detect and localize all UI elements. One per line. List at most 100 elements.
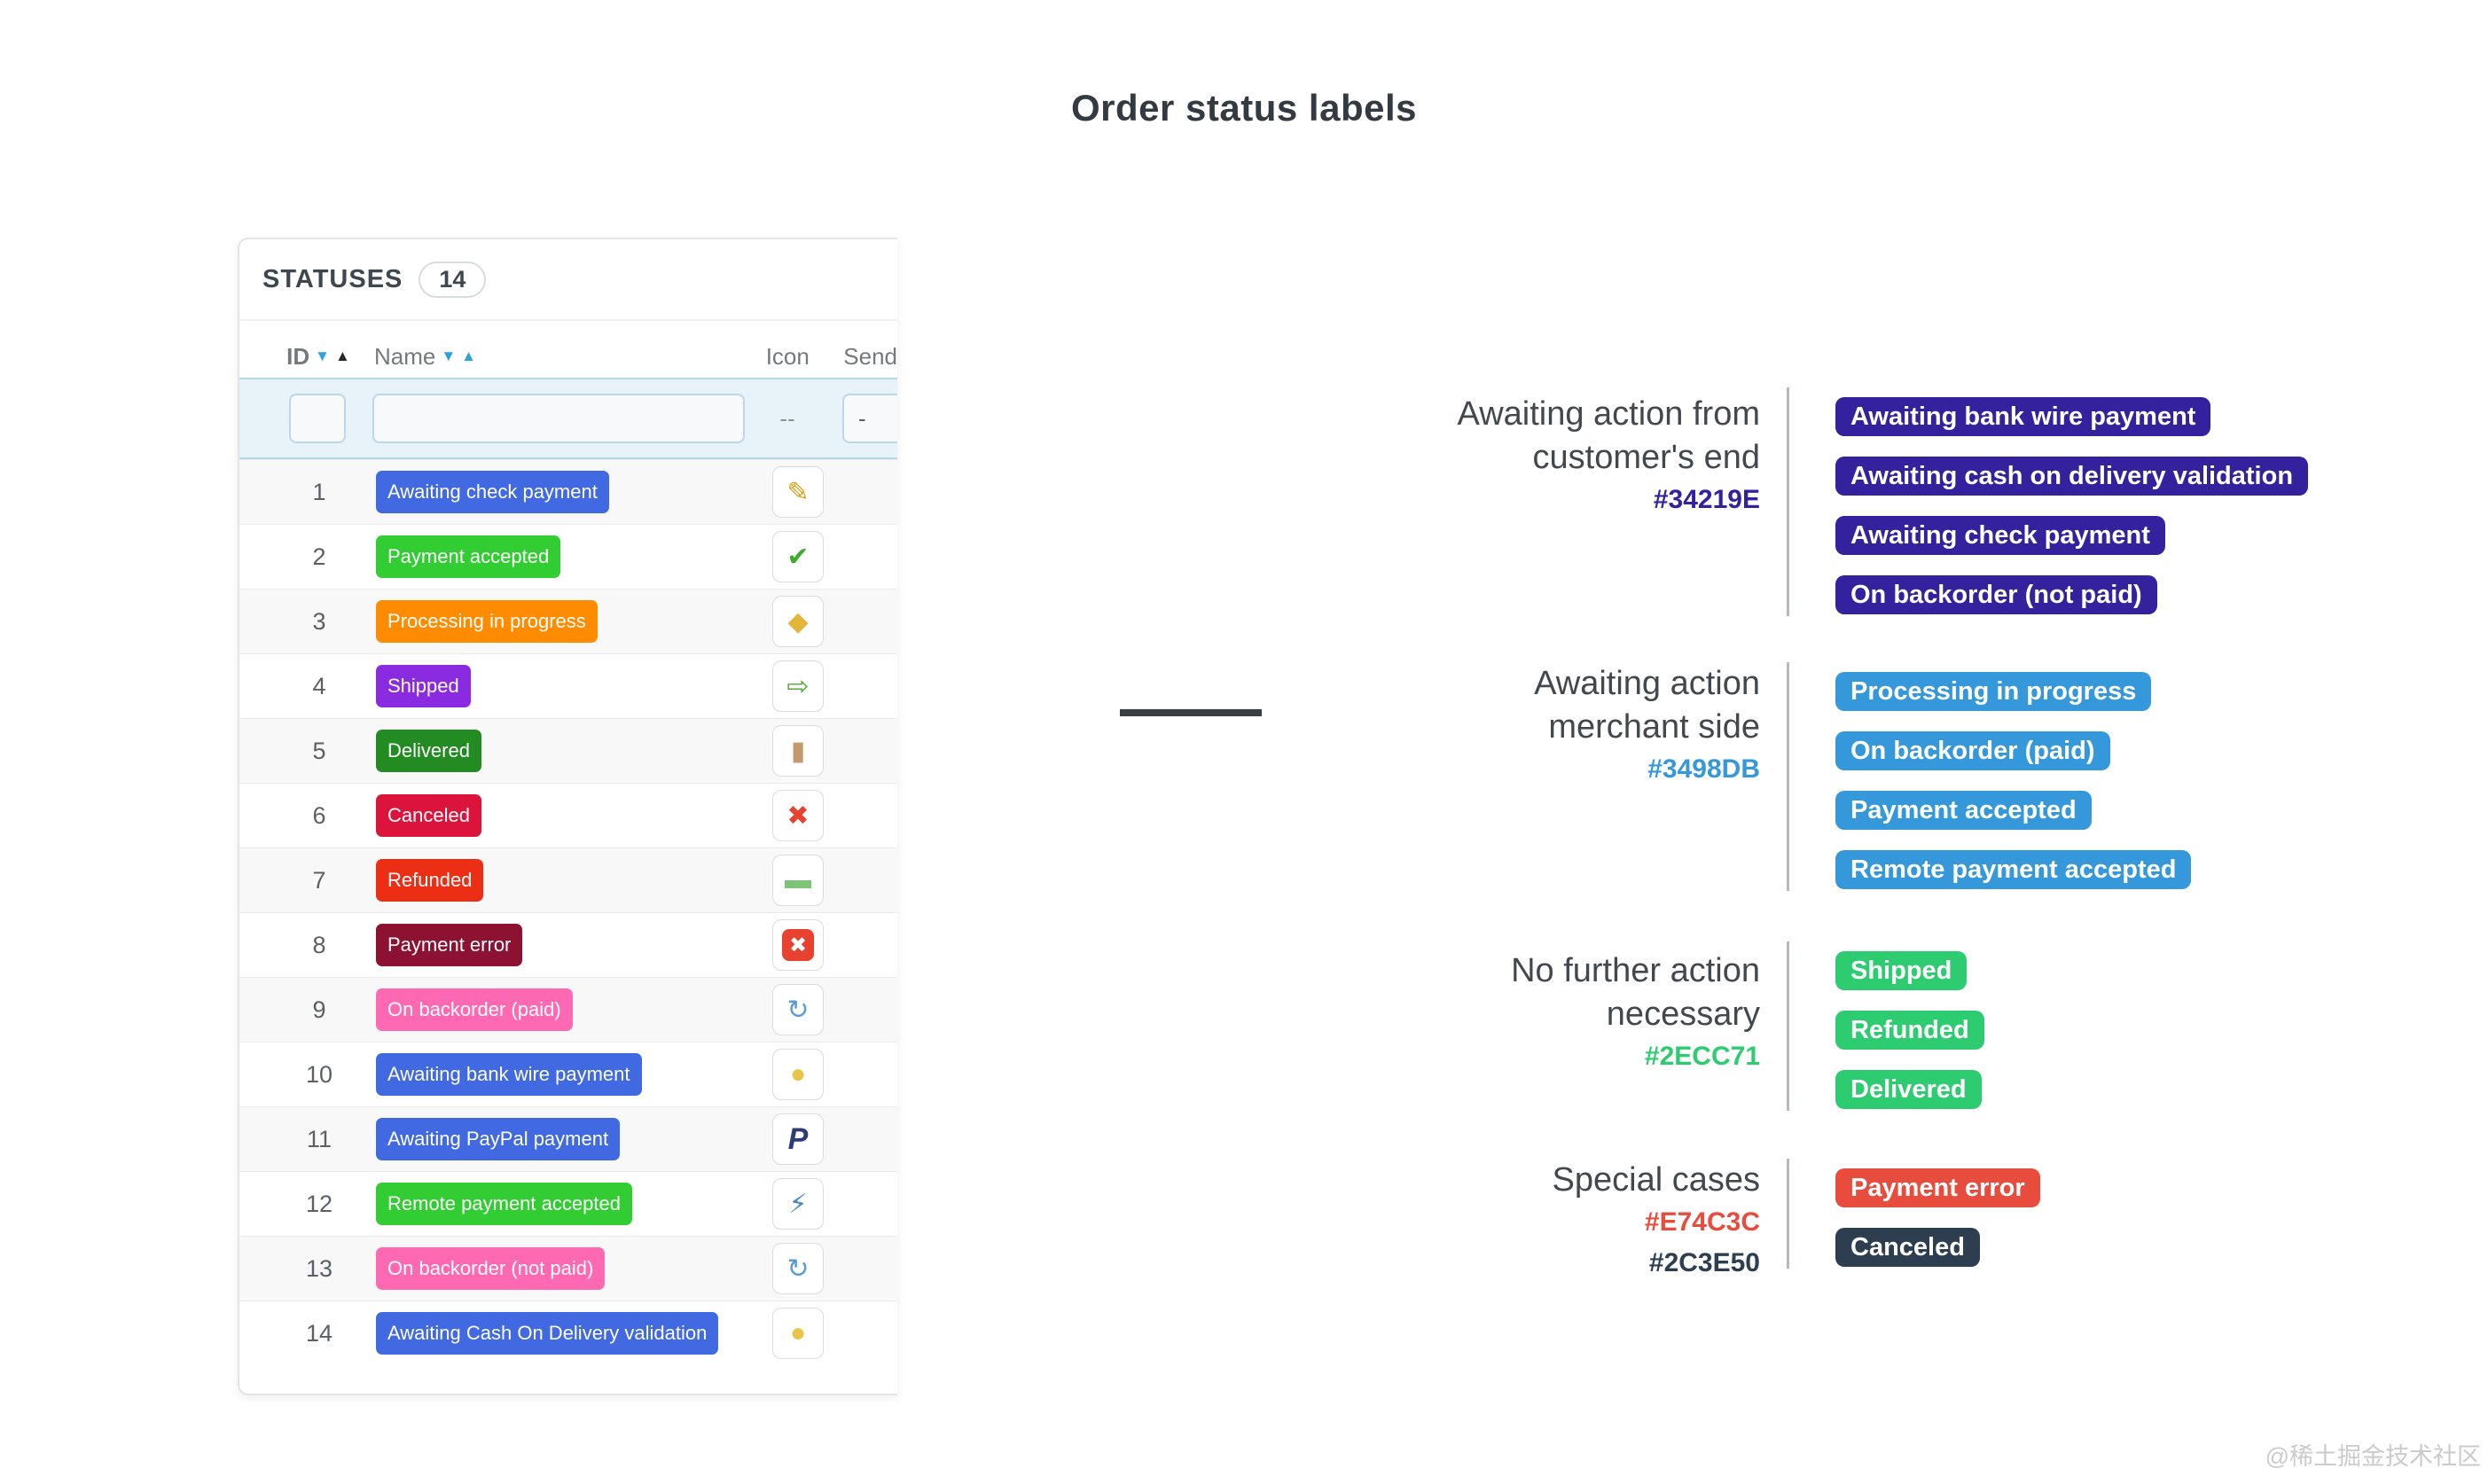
check-icon-glyph: ✔ bbox=[786, 542, 810, 572]
sort-up-icon[interactable]: ▲ bbox=[461, 348, 476, 364]
group-labels: Payment error Canceled bbox=[1787, 1159, 2040, 1269]
column-header-icon: Icon bbox=[744, 343, 831, 371]
column-header-id[interactable]: ID ▼ ▲ bbox=[275, 343, 362, 371]
row-id: 6 bbox=[312, 801, 326, 829]
row-id: 13 bbox=[305, 1254, 333, 1282]
group-heading-line: customer's end bbox=[1532, 439, 1760, 476]
row-name-cell: Refunded bbox=[364, 859, 754, 902]
paypal-icon: P bbox=[772, 1113, 824, 1165]
coins-icon: ● bbox=[772, 1308, 824, 1359]
row-id: 9 bbox=[312, 996, 326, 1023]
status-label: Refunded bbox=[1835, 1011, 1984, 1050]
row-icon-cell: ✖ bbox=[754, 790, 842, 841]
coins-icon-glyph: ● bbox=[789, 1059, 807, 1089]
status-label: Payment error bbox=[1835, 1168, 2040, 1207]
status-badge: Payment error bbox=[376, 924, 523, 966]
row-id: 1 bbox=[312, 478, 326, 505]
group-heading: No further action necessary #2ECC71 bbox=[1153, 941, 1760, 1077]
row-icon-cell: ↻ bbox=[754, 984, 842, 1035]
row-id: 8 bbox=[312, 931, 326, 958]
alarm-clock-icon-glyph: ↻ bbox=[786, 995, 810, 1025]
send-filter-select[interactable]: - bbox=[842, 394, 897, 443]
group-labels: Shipped Refunded Delivered bbox=[1787, 941, 1984, 1111]
status-badge: Canceled bbox=[376, 794, 481, 837]
table-row: 14 Awaiting Cash On Delivery validation ● bbox=[239, 1300, 897, 1365]
group-hex-code: #34219E bbox=[1653, 485, 1760, 514]
row-id: 7 bbox=[312, 866, 326, 894]
row-icon-cell: ✔ bbox=[754, 531, 842, 582]
sort-up-icon[interactable]: ▲ bbox=[334, 348, 350, 364]
statuses-panel: STATUSES 14 ID ▼ ▲ Name ▼ ▲ Icon Send -- - 1 Awa… bbox=[238, 238, 897, 1395]
alarm-clock-icon: ↻ bbox=[772, 1243, 824, 1294]
status-badge: On backorder (not paid) bbox=[376, 1247, 606, 1290]
row-icon-cell: P bbox=[754, 1113, 842, 1165]
panel-header: STATUSES 14 bbox=[239, 239, 897, 321]
status-label: Awaiting bank wire payment bbox=[1835, 397, 2211, 436]
status-badge: Delivered bbox=[376, 730, 481, 772]
column-header-name[interactable]: Name ▼ ▲ bbox=[362, 343, 744, 371]
status-label: Remote payment accepted bbox=[1835, 850, 2192, 889]
column-header-send: Send bbox=[831, 343, 897, 371]
row-icon-cell: ⚡ bbox=[754, 1178, 842, 1230]
status-label: Awaiting check payment bbox=[1835, 516, 2165, 555]
group-heading-line: No further action bbox=[1511, 952, 1760, 989]
group-heading-line: Awaiting action bbox=[1534, 665, 1760, 702]
row-name-cell: Awaiting PayPal payment bbox=[364, 1118, 754, 1160]
row-id: 10 bbox=[305, 1060, 333, 1088]
status-group: Awaiting action merchant side #3498DB Proce… bbox=[1153, 662, 2192, 891]
column-label: Icon bbox=[765, 342, 810, 370]
group-heading: Awaiting action merchant side #3498DB bbox=[1153, 662, 1760, 790]
table-row: 13 On backorder (not paid) ↻ bbox=[239, 1236, 897, 1300]
row-icon-cell: ✖ bbox=[754, 919, 842, 971]
table-row: 1 Awaiting check payment ✎ bbox=[239, 459, 897, 524]
alarm-clock-icon-glyph: ↻ bbox=[786, 1254, 810, 1284]
status-count-badge: 14 bbox=[419, 261, 487, 298]
status-badge: Awaiting bank wire payment bbox=[376, 1053, 642, 1096]
row-name-cell: Remote payment accepted bbox=[364, 1183, 754, 1225]
status-label: Delivered bbox=[1835, 1070, 1982, 1109]
column-label: ID bbox=[286, 342, 310, 370]
filter-cell-name bbox=[360, 394, 745, 443]
check-icon: ✔ bbox=[772, 531, 824, 582]
cross-icon-glyph: ✖ bbox=[786, 801, 810, 831]
panel-title: STATUSES bbox=[262, 264, 403, 293]
card-edit-icon-glyph: ✎ bbox=[786, 477, 810, 507]
status-group: Special cases #E74C3C #2C3E50 Payment error… bbox=[1153, 1159, 2040, 1284]
group-hex-code: #2C3E50 bbox=[1648, 1248, 1760, 1277]
row-icon-cell: ✎ bbox=[754, 466, 842, 518]
name-filter-input[interactable] bbox=[372, 394, 745, 443]
table-row: 7 Refunded ▬ bbox=[239, 847, 897, 912]
table-row: 8 Payment error ✖ bbox=[239, 912, 897, 977]
filter-cell-send: - bbox=[830, 394, 897, 443]
status-badge: Processing in progress bbox=[376, 600, 598, 643]
banknote-icon-glyph: ▬ bbox=[785, 865, 811, 894]
status-badge: Payment accepted bbox=[376, 535, 561, 578]
status-badge: Refunded bbox=[376, 859, 484, 902]
watermark: @稀土掘金技术社区 bbox=[2265, 1443, 2481, 1470]
table-body: 1 Awaiting check payment ✎ 2 Payment accepte… bbox=[239, 459, 897, 1365]
row-name-cell: Payment accepted bbox=[364, 535, 754, 578]
status-label: Processing in progress bbox=[1835, 672, 2152, 711]
truck-icon: ⇨ bbox=[772, 660, 824, 712]
table-row: 3 Processing in progress ◆ bbox=[239, 589, 897, 653]
id-filter-input[interactable] bbox=[289, 394, 346, 443]
group-hex-code: #3498DB bbox=[1647, 754, 1760, 784]
cross-icon: ✖ bbox=[772, 790, 824, 841]
status-group: Awaiting action from customer's end #34219… bbox=[1153, 387, 2309, 616]
column-label: Name bbox=[373, 342, 436, 370]
sort-down-icon[interactable]: ▼ bbox=[315, 348, 330, 364]
row-name-cell: Delivered bbox=[364, 730, 754, 772]
coins-icon: ● bbox=[772, 1049, 824, 1100]
filter-cell-id bbox=[275, 394, 360, 443]
page-title: Order status labels bbox=[1071, 87, 1417, 129]
row-id: 12 bbox=[305, 1190, 333, 1217]
sort-down-icon[interactable]: ▼ bbox=[441, 348, 457, 364]
filter-row: -- - bbox=[239, 378, 897, 459]
status-label: On backorder (paid) bbox=[1835, 731, 2110, 770]
table-row: 6 Canceled ✖ bbox=[239, 783, 897, 847]
table-row: 11 Awaiting PayPal payment P bbox=[239, 1106, 897, 1171]
plug-icon-glyph: ⚡ bbox=[788, 1189, 808, 1219]
truck-icon-glyph: ⇨ bbox=[786, 671, 810, 701]
row-icon-cell: ◆ bbox=[754, 596, 842, 647]
row-id: 2 bbox=[312, 543, 326, 570]
